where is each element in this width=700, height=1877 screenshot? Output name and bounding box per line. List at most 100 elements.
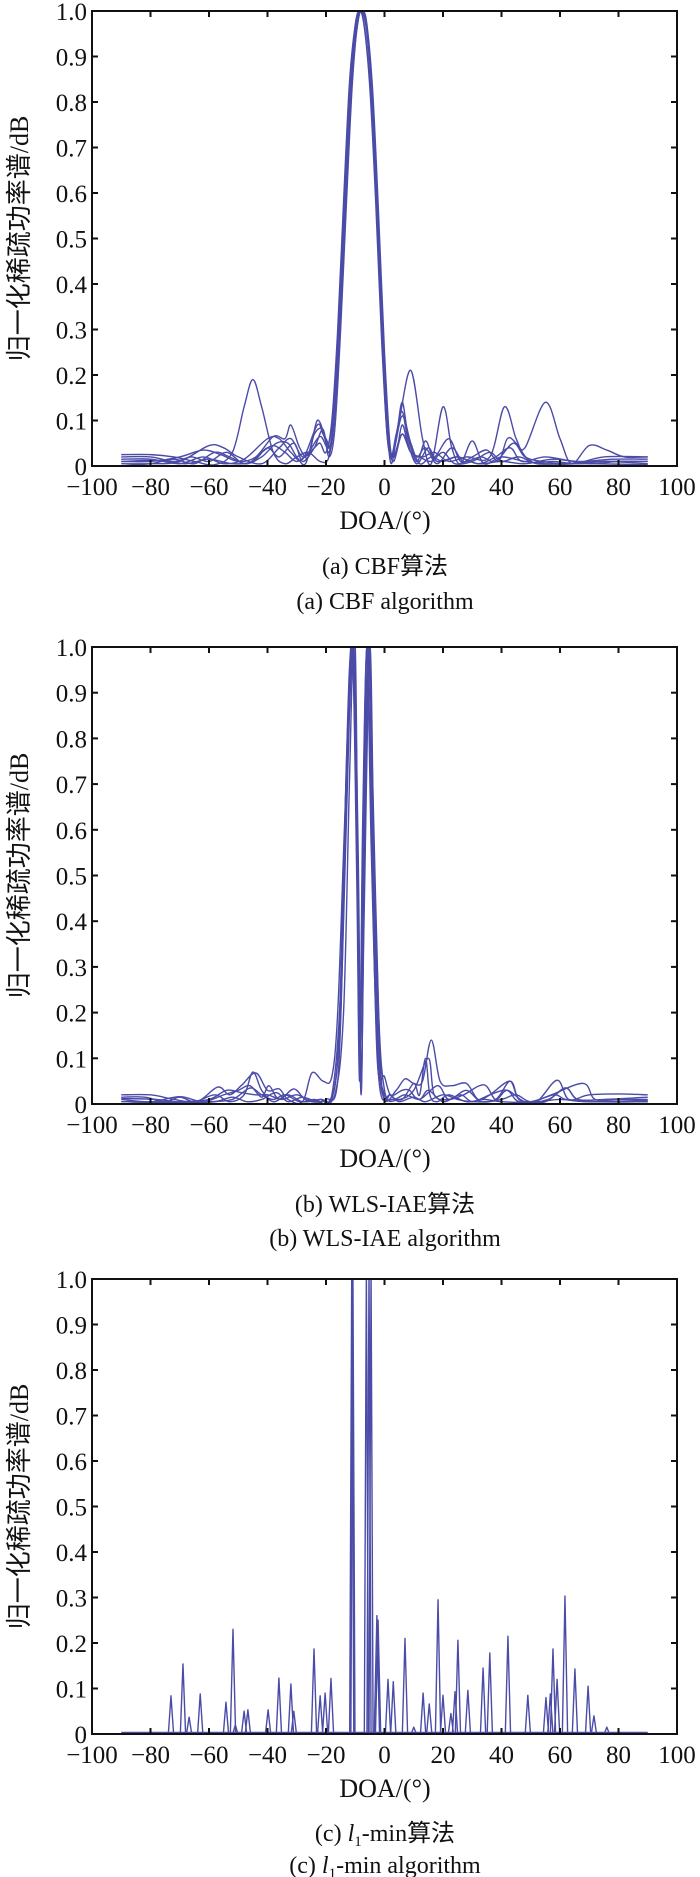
y-tick-label: 1.0 — [56, 0, 87, 26]
x-tick-label: −20 — [306, 1112, 345, 1139]
caption-c-en-sub: 1 — [329, 1866, 337, 1877]
caption-c-rest: -min算法 — [362, 1820, 455, 1847]
x-tick-label: −100 — [66, 1742, 118, 1769]
x-tick-label: 60 — [548, 1112, 573, 1139]
y-tick-label: 0.2 — [56, 363, 87, 390]
spike-26 — [389, 1680, 397, 1734]
series-line-6 — [121, 647, 648, 1104]
x-tick-label: −100 — [66, 474, 118, 501]
axes-frame — [91, 646, 678, 1105]
y-tick-label: 0.8 — [56, 1358, 87, 1385]
y-tick-label: 0.3 — [56, 1586, 87, 1613]
spike-7 — [232, 1724, 239, 1734]
y-axis-label: 归一化稀疏功率谱/dB — [5, 116, 34, 362]
spike-32 — [439, 1694, 447, 1734]
panel-c-l1-min: −100 −80 −60 −40 −20 0 20 40 60 80 100 0 0.1 0.2 0.3 0.… — [5, 1267, 696, 1803]
spike-31 — [434, 1599, 442, 1734]
panel-b-wls-iae: −100 −80 −60 −40 −20 0 20 40 60 80 100 0 0.1 0.2 0.3 0.… — [5, 635, 696, 1173]
y-tick-label: 0.2 — [56, 1631, 87, 1658]
caption-c-en-var: l — [322, 1853, 329, 1877]
x-tick-label: 20 — [431, 1112, 456, 1139]
spike-38 — [486, 1652, 494, 1734]
spike-9 — [244, 1709, 252, 1734]
y-axis-label: 归一化稀疏功率谱/dB — [5, 1384, 34, 1630]
plot-area — [121, 1279, 648, 1734]
x-tick-label: −40 — [248, 1112, 287, 1139]
series-line-4 — [121, 647, 648, 1104]
x-axis-label: DOA/(°) — [339, 1144, 430, 1173]
y-tick-label: 0.4 — [56, 909, 88, 936]
spike-42 — [547, 1693, 554, 1734]
spike-4 — [196, 1693, 204, 1734]
caption-b-en: (b) WLS-IAE algorithm — [269, 1226, 501, 1252]
spike-14 — [310, 1648, 318, 1734]
spike-23 — [373, 1614, 381, 1734]
spike-40 — [524, 1694, 532, 1734]
spike-25 — [384, 1678, 392, 1734]
y-tick-label: 0.5 — [56, 1495, 87, 1522]
series-line-6 — [121, 11, 648, 466]
y-tick-label: 0.6 — [56, 818, 87, 845]
y-tick-label: 0.6 — [56, 181, 87, 208]
spike-28 — [410, 1726, 418, 1734]
y-tick-label: 0.9 — [56, 681, 87, 708]
spike-19 — [350, 1279, 356, 1734]
caption-c-var: l — [348, 1821, 355, 1847]
spike-17 — [327, 1677, 335, 1734]
x-tick-label: −80 — [131, 1742, 170, 1769]
y-tick-label: 0.5 — [56, 864, 87, 891]
spike-1 — [167, 1695, 175, 1734]
spike-47 — [584, 1685, 592, 1734]
panel-a-cbf: −100 −80 −60 −40 −20 0 20 40 60 80 100 0 0.1 0.2 0.3 0.… — [5, 0, 696, 535]
y-tick-label: 0.8 — [56, 726, 87, 753]
y-tick-label: 0.4 — [56, 272, 88, 299]
caption-a-en: (a) CBF algorithm — [296, 589, 474, 615]
x-tick-label: 80 — [606, 474, 631, 501]
series-line-5 — [121, 647, 648, 1104]
caption-c-en-rest: -min algorithm — [336, 1853, 481, 1877]
spike-15 — [316, 1695, 324, 1734]
spike-27 — [401, 1637, 409, 1734]
x-tick-label: −40 — [248, 1742, 287, 1769]
y-tick-label: 0.7 — [56, 136, 87, 163]
x-axis-label: DOA/(°) — [339, 506, 430, 535]
x-tick-label: 0 — [378, 1742, 391, 1769]
x-tick-label: 20 — [431, 1742, 456, 1769]
spike-34 — [451, 1690, 459, 1734]
x-tick-label: −60 — [189, 1742, 228, 1769]
x-tick-label: 40 — [489, 1112, 514, 1139]
spike-45 — [561, 1595, 569, 1734]
spike-3 — [185, 1716, 193, 1734]
y-tick-label: 0.3 — [56, 955, 87, 982]
spike-36 — [464, 1689, 472, 1734]
y-tick-label: 0.7 — [56, 772, 87, 799]
x-tick-label: −100 — [66, 1112, 118, 1139]
caption-b-cn: (b) WLS-IAE算法 — [295, 1191, 475, 1218]
y-tick-label: 0 — [75, 1092, 88, 1119]
spike-6 — [229, 1628, 237, 1734]
x-tick-label: −40 — [248, 474, 287, 501]
spike-37 — [479, 1667, 487, 1734]
spike-11 — [275, 1677, 283, 1734]
y-tick-label: 1.0 — [56, 635, 87, 662]
x-tick-label: 100 — [658, 1112, 696, 1139]
x-tick-label: 60 — [548, 474, 573, 501]
spike-16 — [321, 1692, 329, 1734]
spike-39 — [504, 1635, 512, 1734]
y-axis-label: 归一化稀疏功率谱/dB — [5, 753, 34, 999]
x-tick-label: −60 — [189, 1112, 228, 1139]
x-tick-label: −80 — [131, 474, 170, 501]
spike-2 — [179, 1663, 187, 1734]
x-tick-label: 80 — [606, 1112, 631, 1139]
y-tick-label: 0.6 — [56, 1449, 87, 1476]
x-tick-label: −20 — [306, 1742, 345, 1769]
plot-area — [121, 11, 648, 466]
x-tick-label: 80 — [606, 1742, 631, 1769]
caption-c-cn: (c) l1-min算法 — [315, 1820, 455, 1850]
y-tick-label: 0.1 — [56, 1046, 87, 1073]
y-tick-label: 0.8 — [56, 90, 87, 117]
y-tick-label: 0.5 — [56, 227, 87, 254]
x-tick-label: 40 — [489, 1742, 514, 1769]
x-tick-label: 60 — [548, 1742, 573, 1769]
